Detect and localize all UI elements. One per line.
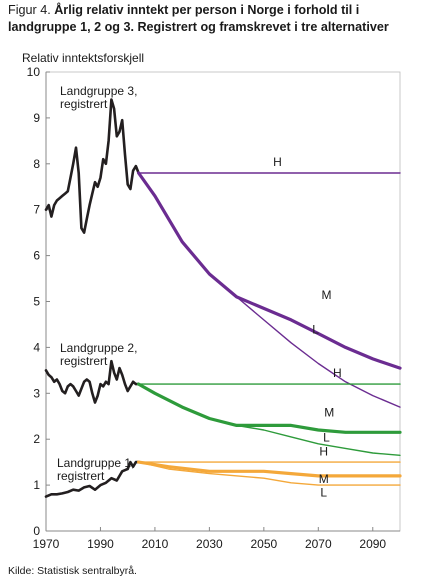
x-tick-label: 2050 xyxy=(250,537,277,551)
series-group3-l xyxy=(137,172,401,408)
figure-title-prefix: Figur 4. xyxy=(8,3,51,17)
annotation-line: registrert xyxy=(57,469,105,483)
y-tick-label: 1 xyxy=(33,478,40,492)
plot-frame xyxy=(45,71,401,532)
y-tick-label: 7 xyxy=(33,203,40,217)
y-axis-label: Relativ inntektsforskjell xyxy=(22,51,144,65)
y-tick-label: 4 xyxy=(33,340,40,354)
x-tick-label: 1990 xyxy=(87,537,114,551)
x-tick-label: 2070 xyxy=(305,537,332,551)
annotation-line: Landgruppe 3, xyxy=(60,84,137,98)
x-tick-label: 1970 xyxy=(33,537,60,551)
annotation-group3: Landgruppe 3, registrert xyxy=(60,84,137,111)
figure-title-text: Årlig relativ inntekt per person i Norge… xyxy=(8,3,389,34)
series-layer xyxy=(44,98,402,498)
series-group2-historical xyxy=(44,359,140,404)
x-tick-label: 2010 xyxy=(142,537,169,551)
annotation-line: registrert xyxy=(60,354,108,368)
series-group3-m xyxy=(137,171,402,370)
y-tick-label: 8 xyxy=(33,157,40,171)
y-tick-label: 10 xyxy=(27,65,41,79)
annotation-line: registrert xyxy=(60,97,108,111)
series-label: M xyxy=(324,405,334,419)
y-tick-label: 5 xyxy=(33,295,40,309)
series-group1-l xyxy=(137,461,401,486)
figure-title: Figur 4. Årlig relativ inntekt per perso… xyxy=(8,2,426,36)
tick-labels: 0 1 2 3 4 5 6 7 8 9 10 1970 1990 2010 2030 2050 2070 2090… xyxy=(22,51,386,551)
x-tick-label: 2030 xyxy=(196,537,223,551)
series-label: M xyxy=(321,288,331,302)
series-group3-historical xyxy=(44,98,140,234)
series-label: L xyxy=(320,486,327,500)
series-label: H xyxy=(273,155,282,169)
y-tick-label: 9 xyxy=(33,111,40,125)
annotation-group1: Landgruppe 1, registrert xyxy=(57,456,134,483)
series-group2-m xyxy=(137,382,402,434)
y-tick-label: 0 xyxy=(33,524,40,538)
y-tick-label: 2 xyxy=(33,432,40,446)
series-label: H xyxy=(319,444,328,458)
annotation-group2: Landgruppe 2, registrert xyxy=(60,341,137,368)
annotation-line: Landgruppe 1, xyxy=(57,456,134,470)
series-label: L xyxy=(312,323,319,337)
y-tick-label: 3 xyxy=(33,386,40,400)
x-tick-label: 2090 xyxy=(359,537,386,551)
y-tick-label: 6 xyxy=(33,249,40,263)
series-group1-historical xyxy=(44,460,140,498)
series-label: M xyxy=(319,472,329,486)
annotation-line: Landgruppe 2, xyxy=(60,341,137,355)
series-label: L xyxy=(323,430,330,444)
source-note: Kilde: Statistisk sentralbyrå. xyxy=(8,565,137,577)
series-group1-m xyxy=(137,460,402,478)
series-label: H xyxy=(333,366,342,380)
series-group2-l xyxy=(137,383,401,456)
